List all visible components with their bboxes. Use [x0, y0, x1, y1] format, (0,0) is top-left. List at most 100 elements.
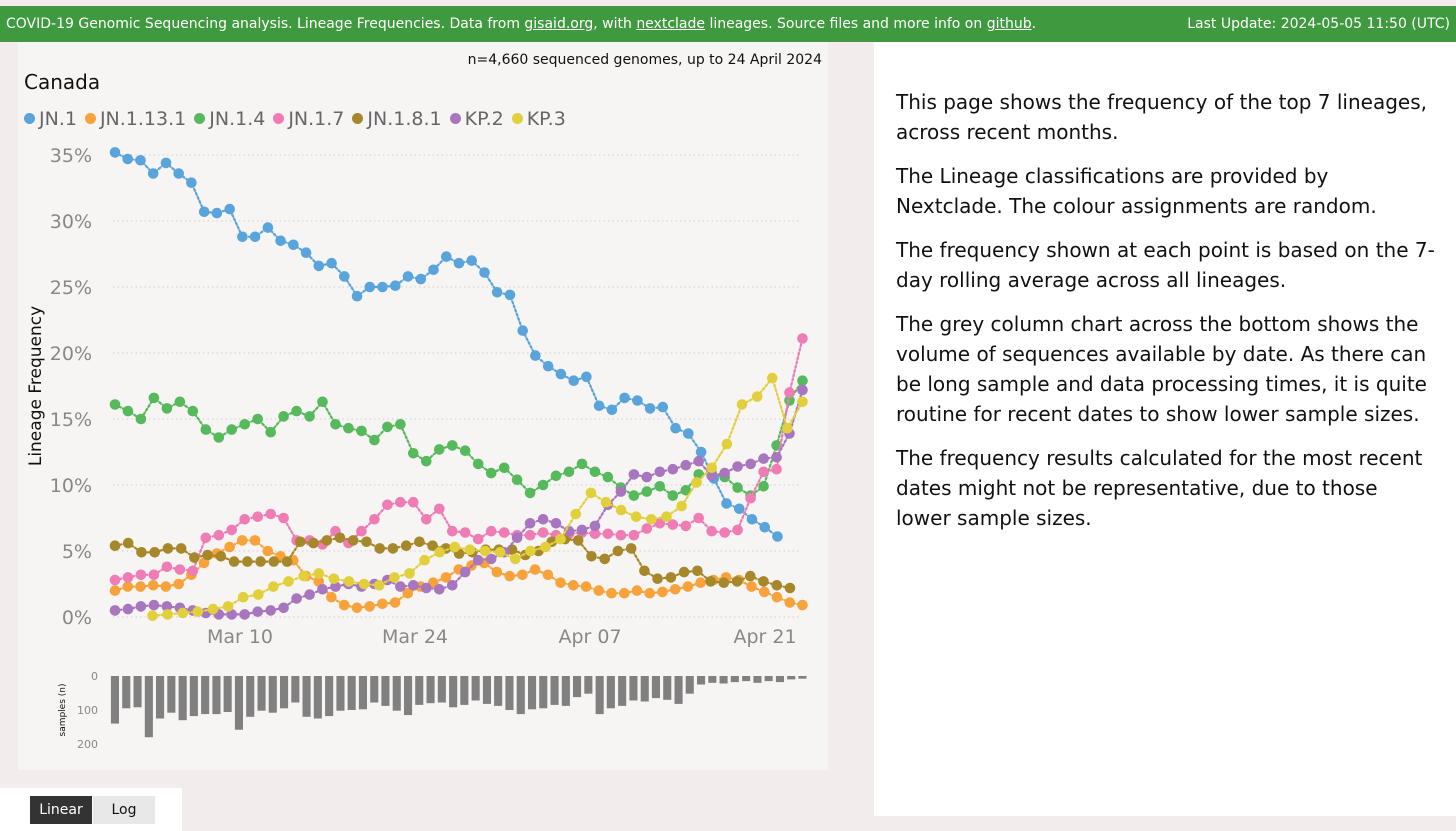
data-point	[177, 607, 188, 619]
x-tick-label: Mar 10	[207, 626, 273, 648]
data-point	[525, 545, 536, 557]
data-point	[122, 537, 134, 549]
sample-bar	[494, 676, 503, 706]
data-point	[147, 168, 159, 179]
x-tick-label: Apr 21	[733, 626, 796, 648]
sample-bar	[370, 676, 379, 703]
sample-bar	[482, 676, 491, 704]
data-point	[797, 599, 808, 611]
data-point	[147, 580, 159, 591]
data-point	[517, 569, 528, 581]
data-point	[695, 577, 706, 588]
data-point	[252, 606, 263, 617]
data-point	[421, 582, 432, 594]
log-button[interactable]: Log	[93, 796, 155, 824]
data-point	[109, 574, 121, 586]
sample-bar	[381, 676, 390, 706]
legend-swatch	[449, 113, 461, 124]
data-point	[408, 580, 419, 591]
data-point	[676, 500, 687, 512]
data-point	[695, 446, 707, 458]
legend-item[interactable]: JN.1.8.1	[352, 108, 442, 130]
data-point	[390, 280, 401, 291]
data-point	[252, 511, 263, 522]
legend-swatch	[194, 113, 206, 124]
legend-item[interactable]: JN.1.7	[273, 108, 344, 130]
region-title: Canada	[24, 70, 101, 94]
data-point	[373, 580, 385, 591]
legend-item[interactable]: JN.1.4	[194, 108, 265, 130]
data-point	[602, 471, 614, 483]
data-point	[665, 572, 677, 583]
data-point	[207, 603, 219, 615]
data-point	[330, 581, 341, 592]
data-point	[524, 529, 536, 541]
data-point	[313, 260, 325, 272]
data-point	[237, 231, 248, 243]
data-point	[555, 577, 566, 588]
data-point	[262, 222, 274, 233]
sample-bar	[595, 676, 604, 715]
data-point	[782, 422, 793, 434]
sample-bar	[528, 676, 537, 710]
data-point	[147, 610, 158, 621]
github-link[interactable]: github	[986, 16, 1032, 32]
data-point	[174, 564, 186, 575]
data-point	[745, 458, 756, 470]
data-point	[283, 576, 294, 587]
sample-bar	[392, 676, 401, 711]
data-point	[485, 553, 497, 565]
data-point	[459, 445, 471, 457]
linear-button[interactable]: Linear	[30, 796, 92, 824]
data-point	[200, 424, 212, 435]
data-point	[479, 267, 490, 278]
sample-bar	[651, 676, 660, 699]
data-point	[361, 536, 372, 548]
data-point	[249, 535, 261, 546]
data-point	[464, 544, 476, 555]
sample-bars	[110, 676, 807, 738]
legend-label: KP.2	[464, 108, 504, 130]
data-point	[421, 514, 432, 525]
data-point	[606, 587, 617, 599]
gisaid-link[interactable]: gisaid.org	[524, 16, 594, 32]
data-point	[572, 535, 584, 546]
sample-bar	[730, 676, 739, 683]
data-point	[593, 400, 605, 412]
data-point	[771, 580, 783, 591]
data-point	[122, 572, 134, 583]
data-point	[705, 576, 716, 587]
data-point	[334, 532, 346, 544]
legend-item[interactable]: JN.1.13.1	[84, 108, 186, 130]
data-point	[339, 271, 350, 282]
nextclade-link[interactable]: nextclade	[636, 16, 705, 32]
data-point	[721, 438, 733, 450]
sample-bar	[234, 676, 243, 730]
data-point	[161, 403, 173, 414]
legend-swatch	[24, 113, 35, 124]
data-point	[517, 325, 528, 336]
data-point	[631, 585, 643, 596]
chart-panel: 0% 5% 10% 15% 20% 25% 30% 35% Lineage Frequency M…	[18, 42, 828, 770]
data-point	[189, 552, 200, 563]
data-point	[434, 547, 446, 558]
legend-item[interactable]: KP.3	[511, 108, 566, 130]
data-point	[449, 541, 461, 553]
sample-bar	[358, 676, 367, 710]
legend-item[interactable]: KP.2	[449, 108, 504, 130]
data-point	[746, 581, 757, 592]
data-point	[719, 467, 730, 479]
sample-bar	[291, 676, 300, 703]
data-point	[576, 524, 588, 536]
data-point	[797, 375, 808, 387]
data-point	[589, 528, 601, 540]
legend-item[interactable]: JN.1	[24, 108, 77, 130]
data-point	[654, 518, 666, 529]
data-point	[382, 421, 393, 433]
legend-label: KP.3	[526, 108, 566, 130]
data-point	[784, 387, 795, 398]
legend-label: JN.1.8.1	[367, 108, 442, 130]
data-point	[440, 572, 452, 583]
data-point	[242, 556, 253, 567]
data-point	[148, 569, 160, 581]
